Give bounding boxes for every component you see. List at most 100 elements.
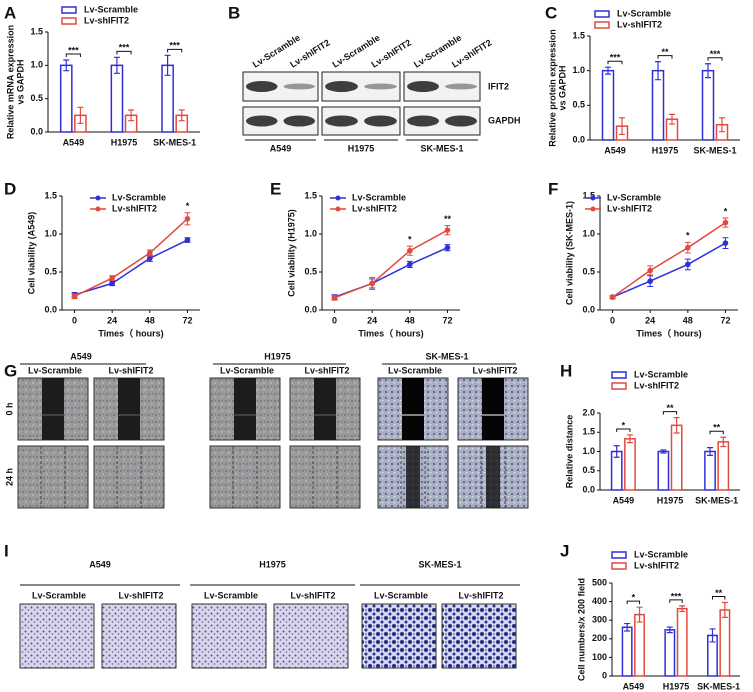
significance-bracket (65, 53, 81, 57)
x-tick-label: SK-MES-1 (695, 495, 738, 505)
significance-bracket (626, 600, 641, 605)
y-tick-label: 300 (592, 615, 607, 625)
legend-swatch (611, 382, 627, 390)
significance-label: ** (666, 403, 674, 413)
blot-band (325, 115, 358, 127)
legend-swatch (594, 10, 610, 18)
significance-bracket (116, 50, 132, 55)
micrograph (101, 603, 177, 669)
y-axis-label: Relative protein expression (547, 29, 557, 147)
bar (676, 607, 688, 677)
legend-label: Lv-Scramble (352, 192, 406, 202)
significance-label: *** (119, 43, 130, 53)
y-axis-label: Cell viability (SK-MES-1) (564, 201, 574, 305)
point (407, 261, 413, 268)
panel-letter: J (560, 541, 569, 560)
significance-label: *** (169, 41, 180, 51)
blot-band (445, 83, 477, 90)
blot-band (364, 83, 397, 90)
wound-gap (42, 378, 64, 440)
significance-label: * (686, 231, 690, 241)
x-tick-label: A549 (63, 137, 85, 147)
group-label: H1975 (348, 143, 375, 153)
micrograph (289, 445, 361, 509)
blot-band (407, 115, 439, 127)
point (444, 244, 451, 251)
micrograph (191, 603, 267, 669)
error-bar (707, 447, 714, 456)
legend-swatch (61, 6, 77, 14)
point (147, 255, 153, 262)
panel-letter: B (228, 3, 240, 22)
y-axis-label: Relative distance (564, 415, 574, 489)
bar (704, 450, 716, 491)
bar (621, 626, 633, 677)
x-tick-label: 0 (610, 315, 615, 325)
error-bar (679, 605, 686, 613)
y-tick-label: 0.0 (44, 304, 57, 314)
y-tick-label: 1.5 (304, 190, 317, 200)
significance-label: * (186, 201, 190, 211)
x-tick-label: A549 (613, 495, 635, 505)
micrograph (19, 603, 95, 669)
lane-label: Lv-shIFIT2 (458, 590, 503, 600)
point (109, 280, 115, 287)
bar (670, 424, 683, 491)
legend-swatch (335, 195, 341, 201)
y-tick-label: 400 (592, 596, 607, 606)
error-bar (128, 109, 135, 122)
legend-label: Lv-Scramble (634, 549, 688, 559)
y-axis-label: Cell viability (A549) (26, 212, 36, 295)
significance-label: ** (444, 214, 452, 224)
micrograph (273, 603, 349, 669)
bar (701, 69, 715, 141)
significance-bracket (662, 411, 678, 415)
wound-gap (406, 446, 420, 508)
y-tick-label: 1.0 (30, 60, 43, 70)
legend-swatch (611, 562, 627, 570)
y-tick-label: 0.5 (582, 266, 595, 276)
bar (717, 441, 730, 491)
legend-swatch (61, 17, 77, 25)
bar (657, 450, 670, 491)
y-tick-label: 500 (592, 577, 607, 587)
significance-bracket (709, 430, 724, 435)
point (685, 244, 691, 251)
legend-swatch (594, 21, 610, 29)
legend-label: Lv-shIFIT2 (607, 203, 652, 213)
y-tick-label: 0.5 (572, 100, 585, 110)
y-tick-label: 0.0 (304, 304, 317, 314)
error-bar (655, 61, 661, 81)
y-tick-label: 1.0 (44, 228, 57, 238)
y-tick-label: 1.0 (582, 228, 595, 238)
lane-label: Lv-Scramble (388, 365, 442, 375)
y-tick-label: 0.5 (304, 266, 317, 276)
lane-label: Lv-Scramble (28, 365, 82, 375)
bar (634, 613, 645, 677)
micrograph (209, 445, 281, 509)
error-bar (673, 417, 680, 434)
wound-gap (118, 378, 140, 440)
group-label: SK-MES-1 (420, 143, 463, 153)
panel-letter: H (560, 361, 572, 380)
point (369, 280, 375, 287)
x-tick-label: 24 (367, 315, 377, 325)
y-axis-label: Relative mRNA expression (5, 25, 15, 139)
legend-swatch (611, 371, 627, 379)
x-tick-label: 24 (107, 315, 117, 325)
error-bar (709, 628, 716, 643)
legend-swatch (335, 206, 341, 212)
significance-bracket (607, 60, 623, 65)
x-axis-label: Times（ hours) (636, 328, 701, 338)
significance-label: *** (710, 49, 721, 59)
error-bar (605, 66, 611, 75)
y-tick-label: 100 (592, 652, 607, 662)
legend-swatch (590, 195, 596, 201)
line (74, 239, 188, 296)
y-axis-label: vs GAPDH (15, 59, 25, 104)
legend-label: Lv-shIFIT2 (634, 560, 679, 570)
lane-label: Lv-shIFIT2 (304, 365, 349, 375)
line (334, 246, 448, 298)
legend-swatch (95, 195, 101, 201)
y-axis-label: Cell viability (H1975) (286, 209, 296, 297)
